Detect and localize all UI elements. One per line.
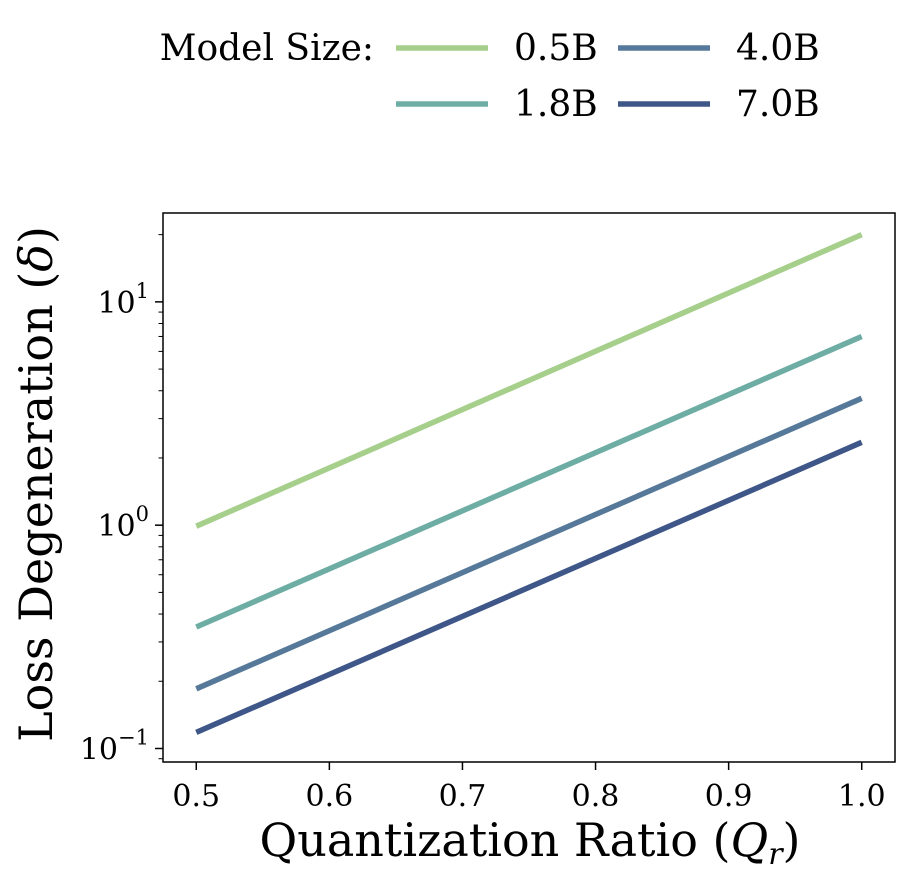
legend-label-0-5B: 0.5B <box>514 28 598 69</box>
x-axis: 0.5 0.6 0.7 0.8 0.9 1.0 <box>172 762 886 814</box>
x-axis-label: Quantization Ratio (Qr) <box>260 813 801 872</box>
plot-frame <box>162 212 896 763</box>
legend: Model Size: 0.5B 1.8B 4.0B 7.0B <box>160 28 820 125</box>
y-tick-label: 10−1 <box>80 725 149 767</box>
legend-title: Model Size: <box>160 28 374 69</box>
x-tick-label: 0.6 <box>306 779 354 814</box>
x-tick-label: 0.8 <box>572 779 620 814</box>
series-line-1-8B <box>195 333 863 630</box>
x-tick-label: 0.5 <box>172 779 220 814</box>
y-axis: 101 100 10−1 <box>80 234 163 767</box>
y-axis-label: Loss Degeneration (δ) <box>9 226 63 742</box>
y-tick-label: 101 <box>97 279 149 321</box>
legend-label-7-0B: 7.0B <box>736 84 820 125</box>
y-tick-label: 100 <box>97 502 149 544</box>
series-line-7-0B <box>195 439 863 735</box>
legend-label-4-0B: 4.0B <box>736 28 820 69</box>
x-tick-label: 0.9 <box>705 779 753 814</box>
series-line-4-0B <box>195 395 863 692</box>
x-tick-label: 1.0 <box>838 779 886 814</box>
x-tick-label: 0.7 <box>439 779 487 814</box>
legend-label-1-8B: 1.8B <box>514 84 598 125</box>
series-layer <box>195 232 863 735</box>
series-line-0-5B <box>195 232 863 529</box>
